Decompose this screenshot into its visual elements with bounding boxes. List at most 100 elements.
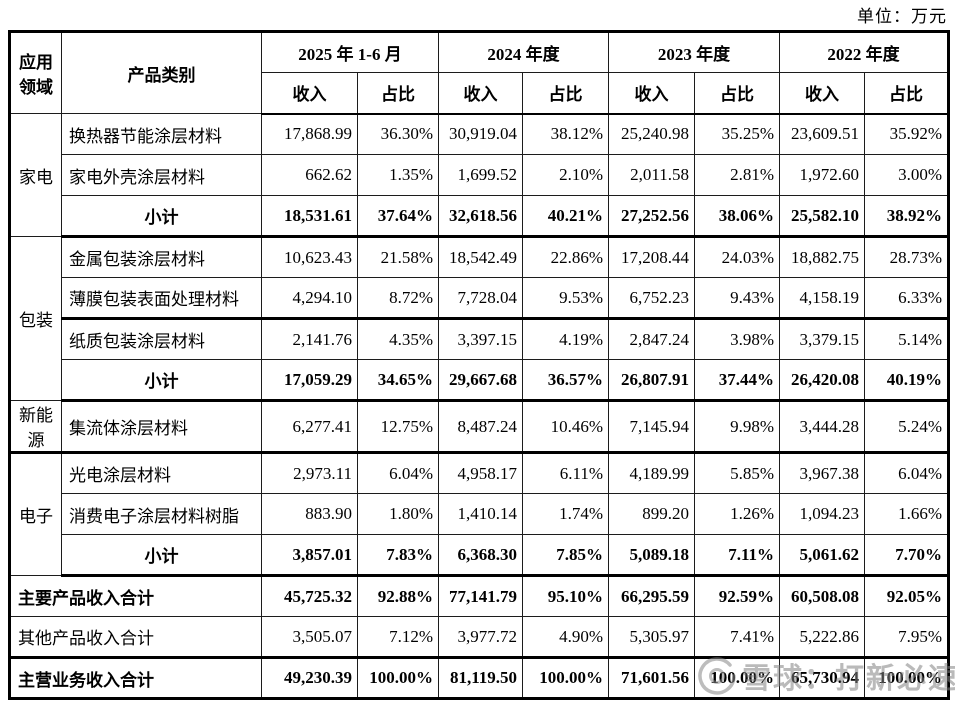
- col-header-period-2025: 2025 年 1-6 月: [260, 31, 440, 73]
- revenue-cell: 65,730.94: [779, 657, 866, 699]
- revenue-cell: 3,379.15: [779, 318, 866, 360]
- revenue-cell: 2,011.58: [608, 154, 696, 196]
- share-cell: 9.98%: [694, 400, 781, 454]
- revenue-cell: 883.90: [261, 493, 358, 535]
- revenue-cell: 18,542.49: [438, 236, 524, 278]
- share-cell: 35.92%: [864, 113, 950, 155]
- share-cell: 100.00%: [522, 657, 610, 699]
- table-row: 薄膜包装表面处理材料 4,294.10 8.72% 7,728.04 9.53%…: [10, 277, 950, 320]
- revenue-cell: 3,977.72: [438, 616, 524, 659]
- share-cell: 4.90%: [522, 616, 610, 659]
- share-cell: 7.95%: [864, 616, 950, 659]
- share-cell: 10.46%: [522, 400, 610, 454]
- share-cell: 38.92%: [864, 195, 950, 238]
- col-header-period-2023: 2023 年度: [608, 31, 781, 73]
- revenue-cell: 1,410.14: [438, 493, 524, 535]
- share-cell: 7.41%: [694, 616, 781, 659]
- revenue-cell: 2,847.24: [608, 318, 696, 360]
- subtotal-label: 小计: [61, 195, 262, 238]
- revenue-cell: 662.62: [261, 154, 358, 196]
- share-cell: 6.33%: [864, 277, 950, 320]
- product-label: 集流体涂层材料: [61, 400, 262, 454]
- total-label: 主营业务收入合计: [9, 657, 262, 699]
- revenue-cell: 899.20: [608, 493, 696, 535]
- share-cell: 2.10%: [522, 154, 610, 196]
- total-row-main-products: 主要产品收入合计 45,725.32 92.88% 77,141.79 95.1…: [9, 575, 950, 617]
- share-cell: 9.53%: [522, 277, 610, 320]
- share-cell: 92.05%: [864, 575, 950, 617]
- col-header-revenue: 收入: [608, 72, 696, 115]
- share-cell: 95.10%: [522, 575, 610, 617]
- revenue-cell: 26,807.91: [608, 359, 696, 402]
- revenue-cell: 17,059.29: [261, 359, 358, 402]
- share-cell: 6.04%: [356, 452, 440, 494]
- revenue-cell: 25,582.10: [779, 195, 866, 238]
- table-row: 消费电子涂层材料树脂 883.90 1.80% 1,410.14 1.74% 8…: [10, 493, 950, 535]
- subtotal-label: 小计: [61, 534, 262, 577]
- share-cell: 1.66%: [864, 493, 950, 535]
- table-row: 家电外壳涂层材料 662.62 1.35% 1,699.52 2.10% 2,0…: [10, 154, 950, 196]
- revenue-cell: 25,240.98: [608, 113, 696, 155]
- share-cell: 4.35%: [356, 318, 440, 360]
- table-row: 纸质包装涂层材料 2,141.76 4.35% 3,397.15 4.19% 2…: [10, 318, 950, 360]
- share-cell: 7.12%: [356, 616, 440, 659]
- share-cell: 7.11%: [694, 534, 781, 577]
- header-row-periods: 应用领域 产品类别 2025 年 1-6 月 2024 年度 2023 年度 2…: [9, 31, 950, 114]
- revenue-cell: 4,958.17: [438, 452, 524, 494]
- share-cell: 34.65%: [356, 359, 440, 402]
- share-cell: 40.21%: [522, 195, 610, 238]
- total-row-main-business: 主营业务收入合计 49,230.39 100.00% 81,119.50 100…: [9, 657, 950, 699]
- revenue-cell: 3,444.28: [779, 400, 866, 454]
- subtotal-label: 小计: [61, 359, 262, 402]
- share-cell: 100.00%: [864, 657, 950, 699]
- product-label: 家电外壳涂层材料: [61, 154, 262, 196]
- revenue-cell: 6,277.41: [261, 400, 358, 454]
- revenue-cell: 4,158.19: [779, 277, 866, 320]
- table-row: 包装 金属包装涂层材料 10,623.43 21.58% 18,542.49 2…: [9, 236, 950, 401]
- share-cell: 37.44%: [694, 359, 781, 402]
- share-cell: 100.00%: [694, 657, 781, 699]
- col-header-period-2022: 2022 年度: [779, 31, 950, 73]
- col-header-revenue: 收入: [261, 72, 358, 115]
- header-row-measures: 收入 占比 收入 占比 收入 占比 收入 占比: [10, 72, 950, 115]
- revenue-cell: 4,189.99: [608, 452, 696, 494]
- revenue-cell: 3,397.15: [438, 318, 524, 360]
- col-header-share: 占比: [694, 72, 781, 115]
- share-cell: 1.80%: [356, 493, 440, 535]
- revenue-cell: 5,305.97: [608, 616, 696, 659]
- table-row: 家电 换热器节能涂层材料 17,868.99 36.30% 30,919.04 …: [9, 113, 950, 237]
- col-header-share: 占比: [522, 72, 610, 115]
- share-cell: 3.00%: [864, 154, 950, 196]
- revenue-cell: 2,973.11: [261, 452, 358, 494]
- table-row: 新能源 集流体涂层材料 6,277.41 12.75% 8,487.24 10.…: [9, 400, 950, 454]
- share-cell: 36.57%: [522, 359, 610, 402]
- revenue-cell: 6,752.23: [608, 277, 696, 320]
- share-cell: 6.04%: [864, 452, 950, 494]
- share-cell: 4.19%: [522, 318, 610, 360]
- col-header-revenue: 收入: [438, 72, 524, 115]
- share-cell: 92.59%: [694, 575, 781, 617]
- revenue-cell: 1,972.60: [779, 154, 866, 196]
- share-cell: 5.24%: [864, 400, 950, 454]
- share-cell: 7.85%: [522, 534, 610, 577]
- section-label-packaging: 包装: [9, 236, 62, 401]
- revenue-cell: 5,222.86: [779, 616, 866, 659]
- share-cell: 22.86%: [522, 236, 610, 278]
- revenue-cell: 7,728.04: [438, 277, 524, 320]
- product-label: 光电涂层材料: [61, 452, 262, 494]
- product-label: 换热器节能涂层材料: [61, 113, 262, 155]
- section-label-electronics: 电子: [9, 452, 62, 576]
- share-cell: 7.70%: [864, 534, 950, 577]
- revenue-cell: 66,295.59: [608, 575, 696, 617]
- share-cell: 28.73%: [864, 236, 950, 278]
- share-cell: 5.14%: [864, 318, 950, 360]
- section-label-home-appliance: 家电: [9, 113, 62, 237]
- col-header-share: 占比: [356, 72, 440, 115]
- share-cell: 100.00%: [356, 657, 440, 699]
- revenue-cell: 1,699.52: [438, 154, 524, 196]
- share-cell: 40.19%: [864, 359, 950, 402]
- share-cell: 92.88%: [356, 575, 440, 617]
- revenue-cell: 81,119.50: [438, 657, 524, 699]
- share-cell: 38.12%: [522, 113, 610, 155]
- share-cell: 9.43%: [694, 277, 781, 320]
